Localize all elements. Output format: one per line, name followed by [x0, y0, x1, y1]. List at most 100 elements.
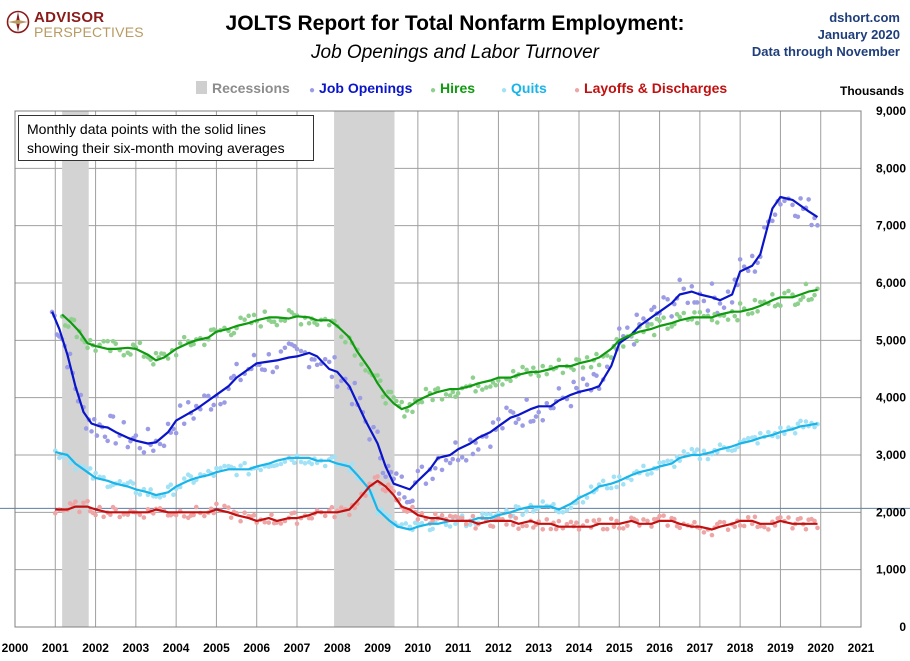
- layoffs-point: [516, 526, 521, 532]
- job-openings-point: [685, 300, 691, 306]
- layoffs-point: [101, 514, 106, 520]
- job-openings-point: [410, 498, 415, 504]
- job-openings-point: [782, 198, 787, 204]
- job-openings-point: [625, 325, 630, 330]
- hires-point: [375, 373, 380, 378]
- hires-point: [151, 362, 156, 367]
- job-openings-point: [536, 409, 542, 415]
- job-openings-point: [490, 420, 496, 425]
- hires-point: [242, 317, 247, 323]
- hires-point: [394, 398, 399, 404]
- job-openings-point: [568, 403, 574, 409]
- x-tick-label: 2008: [324, 641, 351, 655]
- job-openings-point: [681, 286, 687, 292]
- hires-point: [584, 355, 590, 360]
- job-openings-point: [772, 212, 778, 217]
- quits-point: [274, 462, 280, 468]
- hires-point: [165, 356, 171, 361]
- job-openings-point: [380, 470, 386, 476]
- legend-label-job-openings: Job Openings: [319, 80, 413, 96]
- layoffs-point: [544, 517, 550, 522]
- job-openings-point: [165, 421, 171, 427]
- layoffs-point: [125, 512, 131, 518]
- hires-point: [510, 368, 516, 374]
- job-openings-point: [298, 348, 304, 354]
- layoffs-point: [375, 474, 380, 479]
- job-openings-point: [202, 393, 207, 398]
- job-openings-point: [616, 326, 622, 331]
- logo-text-bottom: PERSPECTIVES: [34, 24, 144, 40]
- job-openings-point: [556, 386, 562, 391]
- layoffs-point: [117, 514, 123, 520]
- quits-point: [57, 455, 62, 461]
- job-openings-point: [145, 426, 151, 432]
- hires-point: [745, 311, 751, 317]
- quits-point: [130, 481, 136, 486]
- x-tick-label: 2011: [445, 641, 471, 655]
- job-openings-point: [513, 420, 519, 426]
- quits-point: [101, 474, 106, 480]
- job-openings-point: [419, 464, 425, 470]
- hires-point: [571, 367, 576, 373]
- job-openings-point: [185, 399, 191, 405]
- quits-point: [697, 456, 703, 462]
- layoffs-point: [553, 526, 559, 532]
- layoffs-point: [611, 524, 617, 530]
- layoffs-point: [520, 523, 525, 529]
- hires-point: [500, 382, 505, 387]
- job-openings-point: [157, 441, 163, 447]
- advisor-perspectives-logo: ADVISOR PERSPECTIVES: [6, 8, 146, 40]
- hires-point: [74, 334, 80, 340]
- layoffs-point: [433, 511, 438, 517]
- layoffs-point: [584, 518, 590, 524]
- layoffs-point: [322, 513, 328, 519]
- dot-marker-icon: ●: [574, 85, 581, 96]
- y-tick-label: 7,000: [876, 219, 906, 233]
- layoffs-point: [576, 527, 582, 532]
- hires-line: [61, 288, 818, 411]
- y-tick-label: 0: [899, 620, 906, 634]
- quits-point: [399, 522, 405, 527]
- job-openings-point: [262, 367, 268, 373]
- legend-item-recessions: Recessions: [196, 80, 290, 96]
- layoffs-point: [508, 513, 513, 518]
- layoffs-point: [269, 512, 274, 518]
- job-openings-point: [322, 356, 328, 362]
- hires-point: [262, 309, 268, 314]
- layoffs-point: [329, 504, 335, 510]
- job-openings-point: [717, 301, 723, 306]
- hires-point: [121, 352, 127, 358]
- quits-point: [282, 459, 288, 464]
- hires-point: [786, 288, 791, 294]
- job-openings-point: [467, 437, 473, 443]
- hires-point: [435, 386, 441, 391]
- y-tick-label: 9,000: [876, 104, 906, 118]
- recession-bands: [62, 111, 395, 627]
- hires-point: [439, 397, 445, 402]
- quits-point: [629, 477, 634, 483]
- layoffs-point: [778, 515, 783, 520]
- x-tick-label: 2019: [767, 641, 794, 655]
- hires-point: [363, 368, 368, 373]
- hires-point: [380, 394, 386, 400]
- hires-point: [812, 292, 817, 298]
- job-openings-point: [151, 448, 156, 454]
- hires-point: [661, 315, 666, 320]
- hires-point: [778, 303, 783, 309]
- hires-point: [87, 337, 93, 343]
- job-openings-point: [161, 443, 167, 449]
- job-openings-point: [580, 376, 586, 382]
- quits-point: [375, 511, 380, 516]
- hires-point: [161, 351, 167, 357]
- job-openings-point: [795, 214, 801, 220]
- hires-point: [694, 320, 700, 326]
- monthly-data-points: [49, 196, 820, 538]
- job-openings-point: [443, 457, 449, 463]
- job-openings-point: [701, 298, 707, 304]
- hires-point: [93, 348, 98, 354]
- layoffs-line: [55, 479, 818, 531]
- quits-point: [588, 484, 594, 489]
- job-openings-point: [67, 351, 73, 357]
- hires-point: [423, 386, 429, 392]
